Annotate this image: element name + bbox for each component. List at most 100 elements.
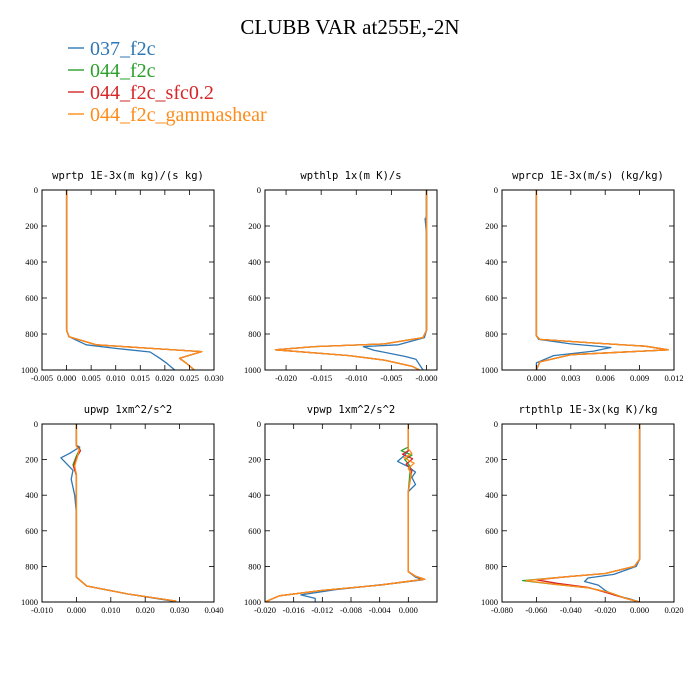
series-group — [535, 190, 669, 370]
legend-label: 044_f2c_gammashear — [90, 104, 267, 126]
x-tick-label: 0.000 — [630, 605, 649, 615]
y-tick-label: 0 — [494, 419, 498, 429]
x-tick-label: 0.015 — [131, 373, 150, 383]
x-tick-label: -0.010 — [345, 373, 367, 383]
y-tick-label: 200 — [248, 221, 261, 231]
y-tick-label: 400 — [248, 257, 261, 267]
x-tick-label: 0.025 — [180, 373, 199, 383]
y-tick-label: 600 — [25, 293, 38, 303]
x-tick-label: 0.040 — [204, 605, 223, 615]
x-tick-label: 0.030 — [204, 373, 223, 383]
panel-title: upwp 1xm^2/s^2 — [84, 404, 173, 416]
series-line — [65, 190, 203, 370]
x-tick-label: 0.030 — [170, 605, 189, 615]
panel-title: vpwp 1xm^2/s^2 — [307, 404, 396, 416]
panel-title: wprtp 1E-3x(m kg)/(s kg) — [52, 170, 204, 182]
series-group — [265, 424, 426, 602]
x-tick-label: -0.080 — [491, 605, 513, 615]
profile-panel: rtpthlp 1E-3x(kg K)/kg -0.080 -0.060 -0.040… — [481, 404, 684, 615]
y-tick-label: 200 — [248, 455, 261, 465]
series-group — [274, 190, 428, 370]
x-tick-label: -0.020 — [254, 605, 276, 615]
series-line — [525, 424, 641, 602]
y-tick-label: 800 — [25, 329, 38, 339]
y-tick-label: 800 — [25, 561, 38, 571]
series-group — [521, 424, 641, 602]
x-tick-label: 0.005 — [82, 373, 101, 383]
x-tick-label: 0.010 — [101, 605, 120, 615]
y-tick-label: 400 — [485, 490, 498, 500]
x-tick-label: 0.012 — [664, 373, 683, 383]
legend-label: 037_f2c — [90, 38, 156, 60]
y-tick-label: 0 — [257, 419, 261, 429]
series-group — [65, 190, 203, 370]
y-tick-label: 200 — [25, 455, 38, 465]
x-tick-label: -0.060 — [525, 605, 547, 615]
y-tick-label: 800 — [485, 561, 498, 571]
legend-entry: 044_f2c — [68, 60, 156, 82]
x-tick-label: -0.020 — [594, 605, 616, 615]
legend-entry: 044_f2c_gammashear — [68, 104, 267, 126]
x-tick-label: -0.005 — [380, 373, 402, 383]
panel-grid: wprtp 1E-3x(m kg)/(s kg) -0.005 0.000 0.005… — [21, 170, 684, 615]
x-tick-label: -0.004 — [369, 605, 392, 615]
y-tick-label: 200 — [485, 221, 498, 231]
series-line — [535, 190, 669, 370]
y-tick-label: 0 — [257, 185, 261, 195]
profile-panel: wprtp 1E-3x(m kg)/(s kg) -0.005 0.000 0.005… — [21, 170, 224, 383]
y-tick-label: 600 — [25, 526, 38, 536]
profile-panel: upwp 1xm^2/s^2 -0.010 0.000 0.010 0.020 0.030… — [21, 404, 224, 615]
y-tick-label: 1000 — [244, 365, 261, 375]
y-tick-label: 1000 — [21, 597, 38, 607]
y-tick-label: 400 — [25, 257, 38, 267]
panel-frame — [501, 189, 675, 371]
x-tick-label: 0.000 — [399, 605, 418, 615]
legend: 037_f2c 044_f2c 044_f2c_sfc0.2 044_f2c_g… — [68, 38, 267, 126]
y-tick-label: 400 — [485, 257, 498, 267]
panel-frame — [501, 423, 675, 603]
x-tick-label: -0.005 — [31, 373, 53, 383]
panel-frame — [264, 189, 438, 371]
legend-label: 044_f2c_sfc0.2 — [90, 82, 214, 104]
x-tick-label: 0.020 — [155, 373, 174, 383]
series-line — [265, 424, 426, 602]
y-tick-label: 1000 — [244, 597, 261, 607]
panel-title: rtpthlp 1E-3x(kg K)/kg — [518, 404, 657, 416]
panel-frame — [41, 189, 215, 371]
x-tick-label: 0.000 — [527, 373, 546, 383]
y-tick-label: 800 — [248, 329, 261, 339]
y-tick-label: 1000 — [21, 365, 38, 375]
y-tick-label: 1000 — [481, 365, 498, 375]
y-tick-label: 0 — [34, 185, 38, 195]
series-line — [274, 190, 428, 370]
y-tick-label: 0 — [494, 185, 498, 195]
x-tick-label: -0.020 — [275, 373, 297, 383]
y-tick-label: 600 — [485, 526, 498, 536]
x-tick-label: 0.020 — [136, 605, 155, 615]
y-tick-label: 800 — [485, 329, 498, 339]
y-tick-label: 600 — [485, 293, 498, 303]
x-tick-label: -0.000 — [415, 373, 437, 383]
y-tick-label: 400 — [25, 490, 38, 500]
series-line — [74, 424, 177, 602]
panel-title: wpthlp 1x(m K)/s — [300, 170, 401, 182]
legend-entry: 037_f2c — [68, 38, 156, 60]
y-tick-label: 0 — [34, 419, 38, 429]
x-tick-label: -0.012 — [311, 605, 333, 615]
y-tick-label: 200 — [25, 221, 38, 231]
series-line — [362, 190, 428, 370]
x-tick-label: -0.008 — [340, 605, 362, 615]
profile-panel: vpwp 1xm^2/s^2 -0.020 -0.016 -0.012 -0.008 -0… — [244, 404, 438, 615]
profile-panel: wprcp 1E-3x(m/s) (kg/kg) 0.000 0.003 0.006 0… — [481, 170, 684, 383]
x-tick-label: 0.003 — [561, 373, 580, 383]
x-tick-label: 0.020 — [664, 605, 683, 615]
y-tick-label: 400 — [248, 490, 261, 500]
y-tick-label: 1000 — [481, 597, 498, 607]
legend-entry: 044_f2c_sfc0.2 — [68, 82, 214, 104]
y-tick-label: 800 — [248, 561, 261, 571]
x-tick-label: -0.040 — [560, 605, 582, 615]
panel-title: wprcp 1E-3x(m/s) (kg/kg) — [512, 170, 664, 182]
panel-frame — [41, 423, 215, 603]
